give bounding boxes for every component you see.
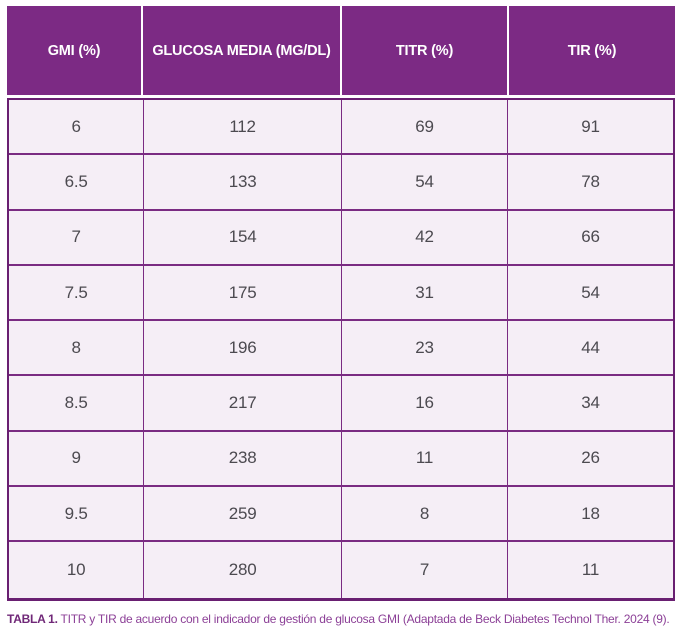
table-cell: 280 <box>144 542 342 598</box>
table-cell: 9 <box>9 431 145 488</box>
table-cell: 78 <box>507 155 673 211</box>
table-cell: 69 <box>341 100 508 156</box>
column-header-gmi: GMI (%) <box>7 6 143 95</box>
table-cell: 10 <box>9 542 145 598</box>
column-header-glucosa-media: GLUCOSA MEDIA (MG/DL) <box>143 6 342 95</box>
table-caption: TABLA 1. TITR y TIR de acuerdo con el in… <box>7 612 675 626</box>
table-header-row: GMI (%) GLUCOSA MEDIA (MG/DL) TITR (%) T… <box>7 6 675 95</box>
table-cell: 44 <box>507 321 673 377</box>
table-cell: 154 <box>144 210 342 266</box>
table-cell: 8 <box>9 321 145 377</box>
table-cell: 26 <box>507 431 673 488</box>
column-header-tir: TIR (%) <box>509 6 675 95</box>
table-cell: 259 <box>144 487 342 543</box>
table-cell: 7.5 <box>9 265 145 322</box>
table-cell: 133 <box>144 155 342 211</box>
table-cell: 11 <box>341 431 508 488</box>
column-header-titr: TITR (%) <box>342 6 509 95</box>
table-cell: 8.5 <box>9 376 145 432</box>
table-caption-label: TABLA 1. <box>7 611 58 626</box>
table-cell: 18 <box>507 487 673 543</box>
table-cell: 34 <box>507 376 673 432</box>
table-cell: 6 <box>9 100 145 156</box>
table-cell: 11 <box>507 542 673 598</box>
table-cell: 9.5 <box>9 487 145 543</box>
table-cell: 31 <box>341 265 508 322</box>
table-cell: 16 <box>341 376 508 432</box>
table-cell: 196 <box>144 321 342 377</box>
table-cell: 7 <box>9 210 145 266</box>
table-cell: 8 <box>341 487 508 543</box>
table-body: 6 112 69 91 6.5 133 54 78 7 154 42 66 7.5 175 31 54 8 196… <box>7 98 675 601</box>
table-cell: 7 <box>341 542 508 598</box>
table-cell: 238 <box>144 431 342 488</box>
table-caption-text: TITR y TIR de acuerdo con el indicador d… <box>60 611 670 626</box>
table-cell: 54 <box>507 265 673 322</box>
table-cell: 6.5 <box>9 155 145 211</box>
table-cell: 23 <box>341 321 508 377</box>
table-cell: 175 <box>144 265 342 322</box>
table-cell: 217 <box>144 376 342 432</box>
table-cell: 112 <box>144 100 342 156</box>
table-cell: 66 <box>507 210 673 266</box>
table-cell: 54 <box>341 155 508 211</box>
table-cell: 42 <box>341 210 508 266</box>
table-cell: 91 <box>507 100 673 156</box>
